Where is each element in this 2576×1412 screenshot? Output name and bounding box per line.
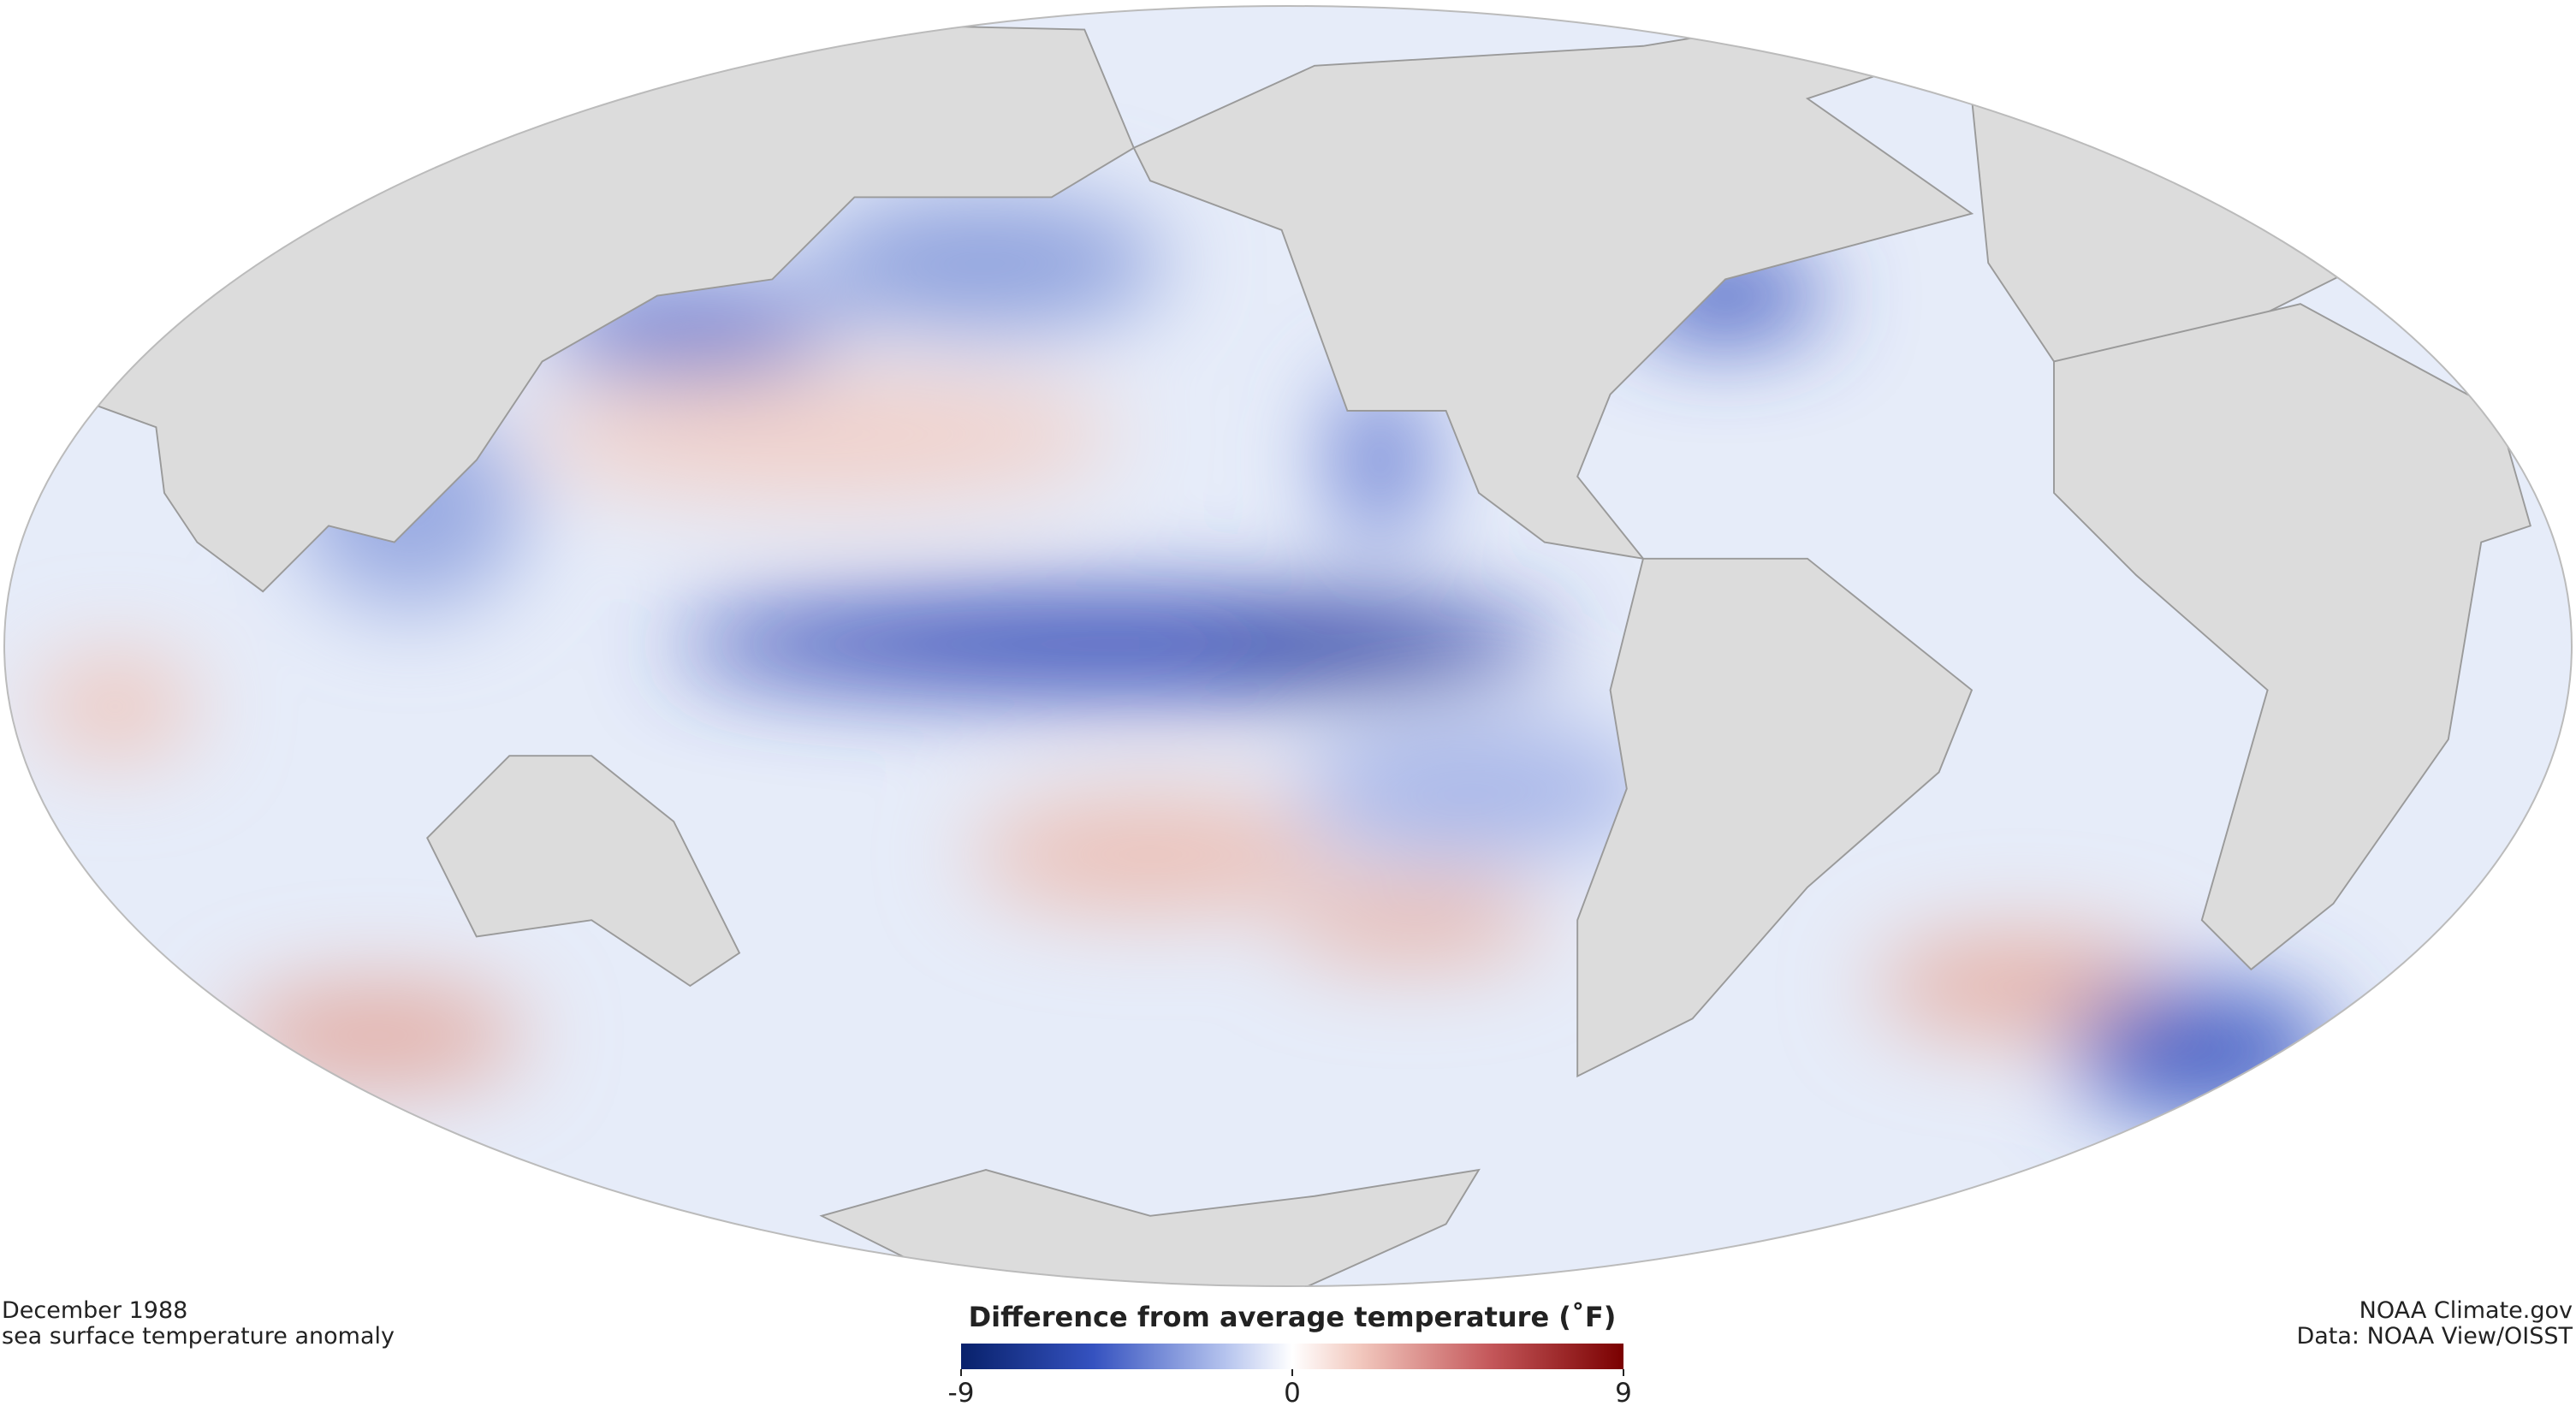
date: December 1988 xyxy=(2,1297,187,1324)
globe-outline xyxy=(3,5,2573,1287)
colorbar-tick-label: 0 xyxy=(1284,1378,1301,1409)
legend-title: Difference from average temperature (˚F) xyxy=(969,1301,1617,1333)
colorbar xyxy=(961,1344,1623,1369)
globe xyxy=(4,6,2572,1286)
subtitle: sea surface temperature anomaly xyxy=(2,1323,395,1350)
colorbar-tick-label: 9 xyxy=(1615,1378,1632,1409)
source: NOAA Climate.gov xyxy=(2359,1297,2573,1324)
data-source: Data: NOAA View/OISST xyxy=(2296,1323,2573,1350)
colorbar-tick-label: -9 xyxy=(948,1378,975,1409)
